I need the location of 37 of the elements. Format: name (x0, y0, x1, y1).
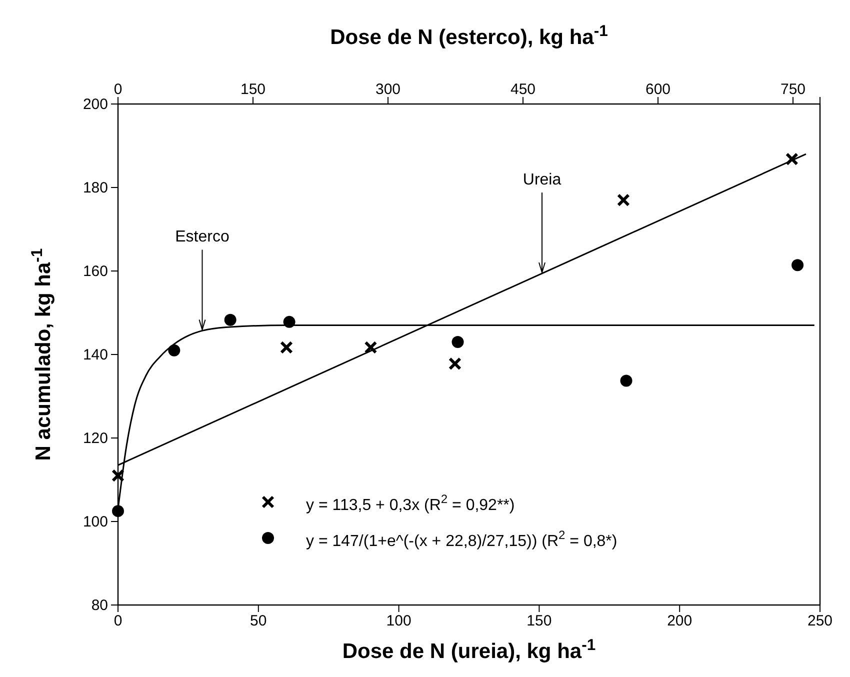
legend-label: y = 113,5 + 0,3x (R$^{2}$ = 0,92**) (306, 492, 515, 514)
x-tick-label: 100 (386, 612, 412, 630)
x-tick-label: 0 (114, 612, 122, 630)
point (168, 344, 180, 356)
x2-tick-label: 750 (780, 81, 806, 98)
y-tick-label: 160 (82, 262, 108, 280)
point (785, 152, 798, 166)
point (792, 259, 804, 272)
x2-tick-label: 450 (510, 81, 536, 98)
y-tick-label: 120 (82, 430, 108, 447)
x-tick-label: 200 (667, 612, 692, 630)
x-tick-label: 250 (807, 612, 833, 630)
point (112, 469, 124, 482)
annotation: Ureia (522, 172, 562, 189)
x-tick-label: 50 (250, 612, 267, 630)
x2-tick-label: 0 (114, 81, 122, 98)
legend-label: y = 147/(1+e^(-(x + 22,8)/27,15)) (R$^{2}$ = 0,8*) (306, 528, 618, 550)
x2-tick-label: 600 (645, 81, 671, 98)
y-tick-label: 100 (82, 513, 108, 530)
point (616, 194, 630, 207)
x2-axis-title: Dose de N (esterco), kg ha$^{-1}$ (330, 22, 608, 49)
y-tick-label: 140 (82, 346, 108, 364)
point (448, 357, 462, 370)
y-tick-label: 80 (91, 596, 108, 614)
point (280, 340, 293, 354)
annotation: Esterco (175, 228, 230, 246)
point (620, 374, 632, 387)
x-tick-label: 150 (526, 612, 552, 630)
x2-tick-label: 150 (240, 81, 266, 98)
point (112, 505, 124, 518)
x-axis-title: Dose de N (ureia), kg ha$^{-1}$ (342, 636, 596, 663)
point (364, 340, 378, 354)
point (452, 336, 464, 348)
x2-tick-label: 300 (375, 81, 401, 98)
y-tick-label: 200 (82, 96, 108, 113)
point (224, 314, 236, 326)
y-tick-label: 180 (82, 179, 108, 196)
